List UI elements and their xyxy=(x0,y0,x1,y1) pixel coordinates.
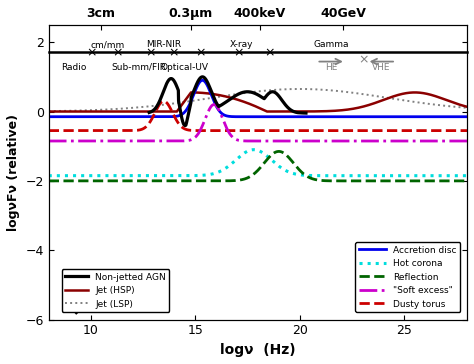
Text: Sub-mm/FIR: Sub-mm/FIR xyxy=(111,63,166,72)
Text: Gamma: Gamma xyxy=(313,40,349,49)
Text: $\times$: $\times$ xyxy=(168,46,179,59)
Text: HE: HE xyxy=(325,63,337,72)
Text: Optical-UV: Optical-UV xyxy=(161,63,209,72)
Text: Radio: Radio xyxy=(61,63,87,72)
X-axis label: logν  (Hz): logν (Hz) xyxy=(220,343,296,357)
Text: MIR-NIR: MIR-NIR xyxy=(146,40,182,49)
Text: VHE: VHE xyxy=(372,63,391,72)
Text: $\times$: $\times$ xyxy=(358,54,369,66)
Text: cm/mm: cm/mm xyxy=(90,40,125,49)
Text: $\times$: $\times$ xyxy=(86,46,97,59)
Text: $\times$: $\times$ xyxy=(233,46,244,59)
Text: $\times$: $\times$ xyxy=(112,46,123,59)
Text: $\times$: $\times$ xyxy=(145,46,155,59)
Y-axis label: logνFν (relative): logνFν (relative) xyxy=(7,114,20,231)
Text: $\times$: $\times$ xyxy=(264,46,275,59)
Legend: Accretion disc, Hot corona, Reflection, "Soft excess", Dusty torus: Accretion disc, Hot corona, Reflection, … xyxy=(356,242,460,312)
Text: $\times$: $\times$ xyxy=(195,46,206,59)
Text: X-ray: X-ray xyxy=(229,40,253,49)
